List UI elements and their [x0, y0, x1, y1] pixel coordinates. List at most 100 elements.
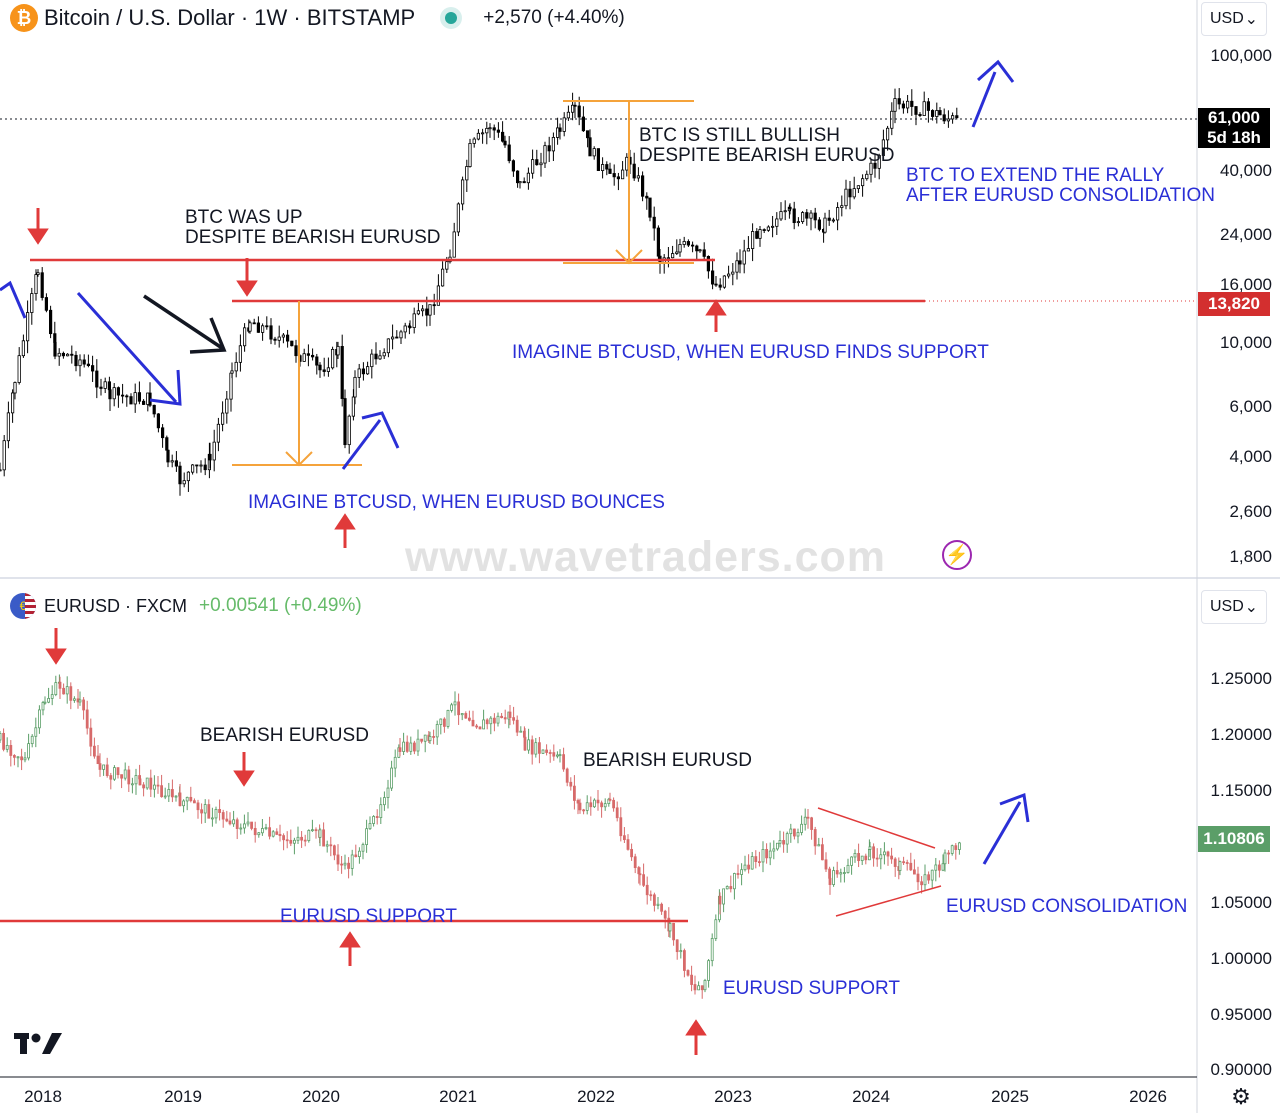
candle-body — [743, 864, 747, 871]
time-axis-label: 2026 — [1129, 1087, 1167, 1106]
candle-body — [897, 98, 901, 105]
candle-body — [958, 842, 961, 850]
candle-body — [315, 356, 319, 366]
candle-body — [412, 313, 416, 328]
eur-currency-select[interactable]: USD ⌄ — [1201, 590, 1267, 624]
candle-body — [902, 861, 905, 864]
candle-body — [500, 131, 505, 142]
candle-body — [445, 261, 449, 270]
candle-body — [869, 162, 873, 175]
candle-body — [378, 355, 382, 360]
candle-body — [946, 118, 951, 122]
candle-body — [416, 738, 420, 752]
candle-body — [577, 105, 581, 118]
btc-symbol-title[interactable]: Bitcoin / U.S. Dollar · 1W · BITSTAMP — [44, 5, 416, 30]
candle-body — [621, 169, 625, 180]
candle-body — [99, 386, 103, 389]
candle-body — [453, 701, 457, 706]
candle-body — [398, 747, 402, 752]
candle-body — [127, 769, 131, 785]
candle-body — [225, 818, 229, 822]
candle-body — [690, 974, 693, 985]
annotation-eur-consolidation: EURUSD CONSOLIDATION — [946, 896, 1188, 917]
candle-body — [619, 817, 623, 837]
candle-body — [951, 115, 955, 120]
candle-body — [806, 816, 810, 819]
candle-body — [480, 132, 485, 135]
candle-body — [589, 802, 593, 808]
candle-body — [425, 308, 429, 316]
candle-body — [612, 799, 615, 809]
candle-body — [645, 884, 649, 896]
candle-body — [700, 985, 704, 991]
candle-body — [382, 797, 386, 806]
candle-body — [758, 861, 761, 864]
annotation-btc-extend: BTC TO EXTEND THE RALLY AFTER EURUSD CON… — [906, 166, 1215, 206]
candle-body — [412, 742, 416, 752]
candle-body — [195, 464, 199, 467]
candle-body — [264, 827, 268, 830]
chevron-down-icon: ⌄ — [1244, 599, 1258, 616]
candle-body — [641, 175, 645, 197]
candle-body — [905, 862, 909, 864]
candle-body — [527, 739, 530, 751]
candle-body — [941, 863, 945, 871]
candle-body — [432, 304, 436, 307]
candle-body — [861, 178, 865, 187]
eur-axis-label: 1.20000 — [1210, 725, 1272, 744]
btc-last-price-tag: 61,000 5d 18h — [1198, 108, 1270, 148]
candle-body — [66, 353, 70, 357]
candle-body — [203, 464, 207, 471]
annotation-eur-support: EURUSD SUPPORT — [723, 978, 901, 999]
candle-body — [852, 188, 856, 198]
candle-body — [6, 412, 10, 442]
btc-currency-select[interactable]: USD ⌄ — [1201, 2, 1267, 36]
candle-body — [113, 767, 116, 780]
candle-body — [926, 101, 931, 111]
candle-body — [382, 352, 386, 357]
candle-body — [697, 985, 700, 991]
candle-body — [922, 101, 926, 116]
candle-body — [865, 173, 869, 180]
candle-body — [817, 219, 822, 230]
candle-body — [718, 284, 722, 288]
btc-red-arrows — [27, 208, 727, 548]
candle-body — [30, 293, 34, 313]
candle-body — [566, 111, 571, 119]
candle-body — [374, 353, 378, 360]
candle-body — [50, 694, 54, 699]
candle-body — [2, 732, 5, 750]
tradingview-logo[interactable] — [14, 1030, 62, 1064]
candle-body — [707, 960, 710, 981]
candle-body — [302, 353, 306, 362]
btc-symbol-header[interactable]: ₿ Bitcoin / U.S. Dollar · 1W · BITSTAMP … — [10, 4, 625, 32]
lightning-icon[interactable]: ⚡ — [942, 540, 972, 570]
candle-body — [588, 137, 592, 157]
candle-body — [370, 353, 374, 368]
candle-body — [303, 839, 307, 842]
candle-body — [675, 251, 679, 254]
gear-icon[interactable]: ⚙ — [1231, 1084, 1251, 1109]
candle-body — [235, 819, 239, 829]
candle-body — [632, 163, 636, 179]
candle-body — [733, 873, 736, 890]
candle-body — [129, 396, 133, 405]
candle-body — [778, 840, 782, 844]
candle-body — [601, 164, 605, 171]
candle-body — [785, 833, 789, 845]
candle-body — [516, 170, 520, 184]
candle-body — [186, 471, 190, 482]
candle-body — [792, 208, 796, 224]
candle-body — [810, 817, 813, 830]
eur-symbol-title[interactable]: EURUSD · FXCM — [44, 595, 187, 616]
candle-body — [138, 778, 142, 786]
candle-body — [877, 155, 881, 169]
candle-body — [145, 777, 149, 789]
candle-body — [395, 336, 399, 339]
candle-body — [43, 701, 47, 704]
eur-symbol-header[interactable]: € EURUSD · FXCM +0.00541 (+0.49%) — [10, 593, 362, 619]
candle-body — [242, 823, 246, 829]
candle-body — [220, 412, 225, 425]
eur-red-arrows — [45, 628, 707, 1055]
